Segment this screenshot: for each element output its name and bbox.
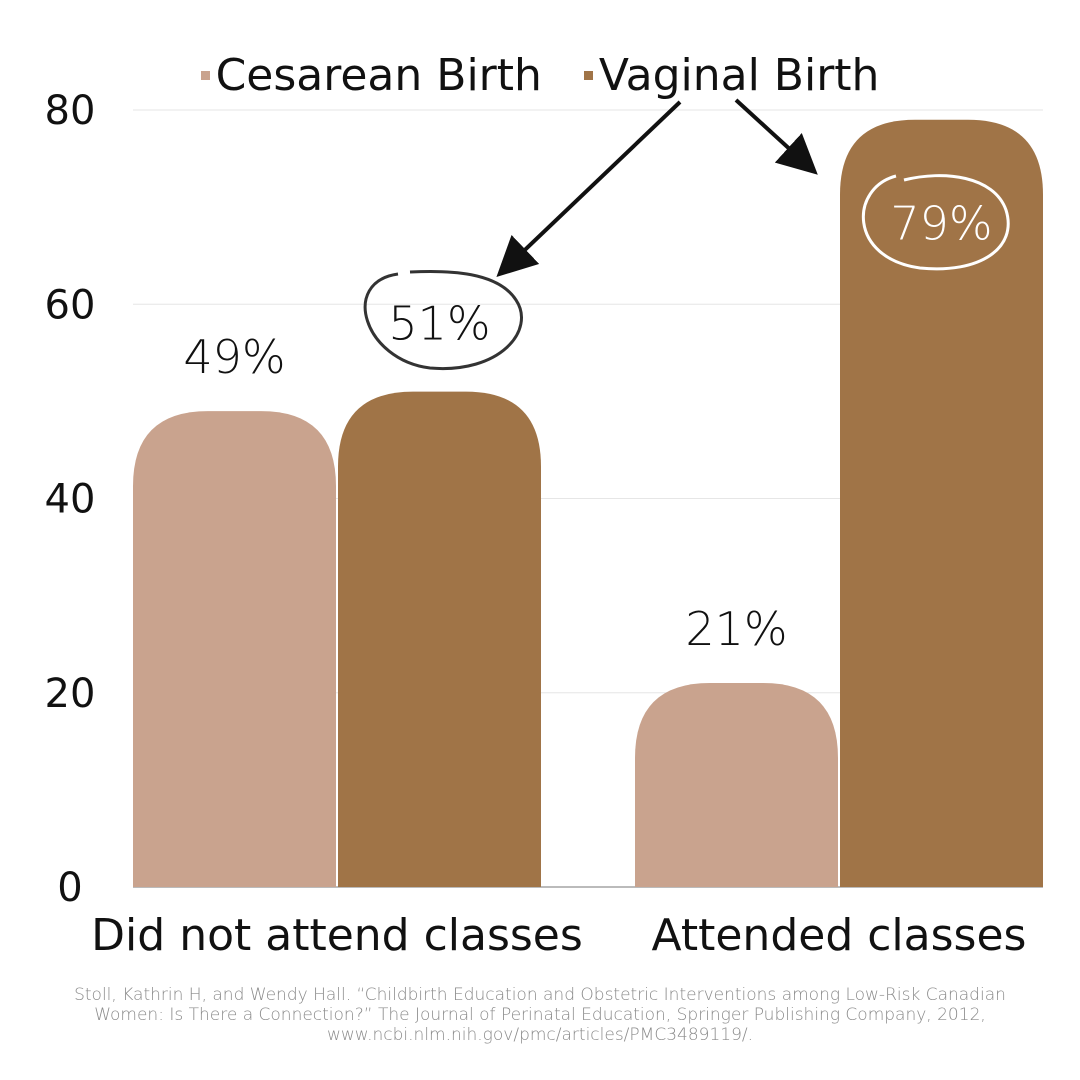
x-tick-label: Did not attend classes: [91, 910, 583, 961]
data-labels: 49% 51% 21% 79%: [183, 197, 992, 656]
highlight-circle-79: [861, 174, 1010, 271]
bars: [133, 119, 1043, 887]
data-label: 49%: [183, 330, 285, 384]
annotation-arrow-left: [496, 100, 682, 278]
annotation-arrow-right: [734, 98, 818, 175]
data-label: 79%: [890, 197, 992, 251]
x-tick-label: Attended classes: [652, 910, 1027, 961]
y-tick-label: 20: [45, 671, 96, 717]
legend: Cesarean Birth Vaginal Birth: [0, 40, 1080, 101]
bar-cesarean-attended: [635, 683, 838, 887]
y-tick-label: 60: [45, 282, 96, 328]
data-label: 51%: [388, 297, 490, 351]
legend-item-cesarean: Cesarean Birth: [200, 50, 542, 101]
legend-item-vaginal: Vaginal Birth: [583, 50, 880, 101]
bar-vaginal-did-not-attend: [338, 391, 541, 887]
y-tick-label: 80: [45, 88, 96, 134]
highlight-circle-51: [363, 269, 523, 371]
y-axis-ticks: 0 20 40 60 80: [45, 88, 96, 911]
y-tick-label: 40: [45, 477, 96, 523]
bar-vaginal-attended: [840, 119, 1043, 887]
legend-swatch-vaginal: [583, 71, 593, 80]
data-label: 21%: [685, 602, 787, 656]
legend-label-vaginal: Vaginal Birth: [598, 50, 880, 101]
x-axis-ticks: Did not attend classes Attended classes: [91, 910, 1026, 961]
bar-cesarean-did-not-attend: [133, 411, 336, 887]
legend-label-cesarean: Cesarean Birth: [215, 50, 542, 101]
annotations: [363, 98, 1010, 371]
legend-swatch-cesarean: [200, 71, 210, 80]
y-tick-label: 0: [57, 865, 82, 911]
citation: Stoll, Kathrin H, and Wendy Hall. “Child…: [74, 985, 1006, 1045]
